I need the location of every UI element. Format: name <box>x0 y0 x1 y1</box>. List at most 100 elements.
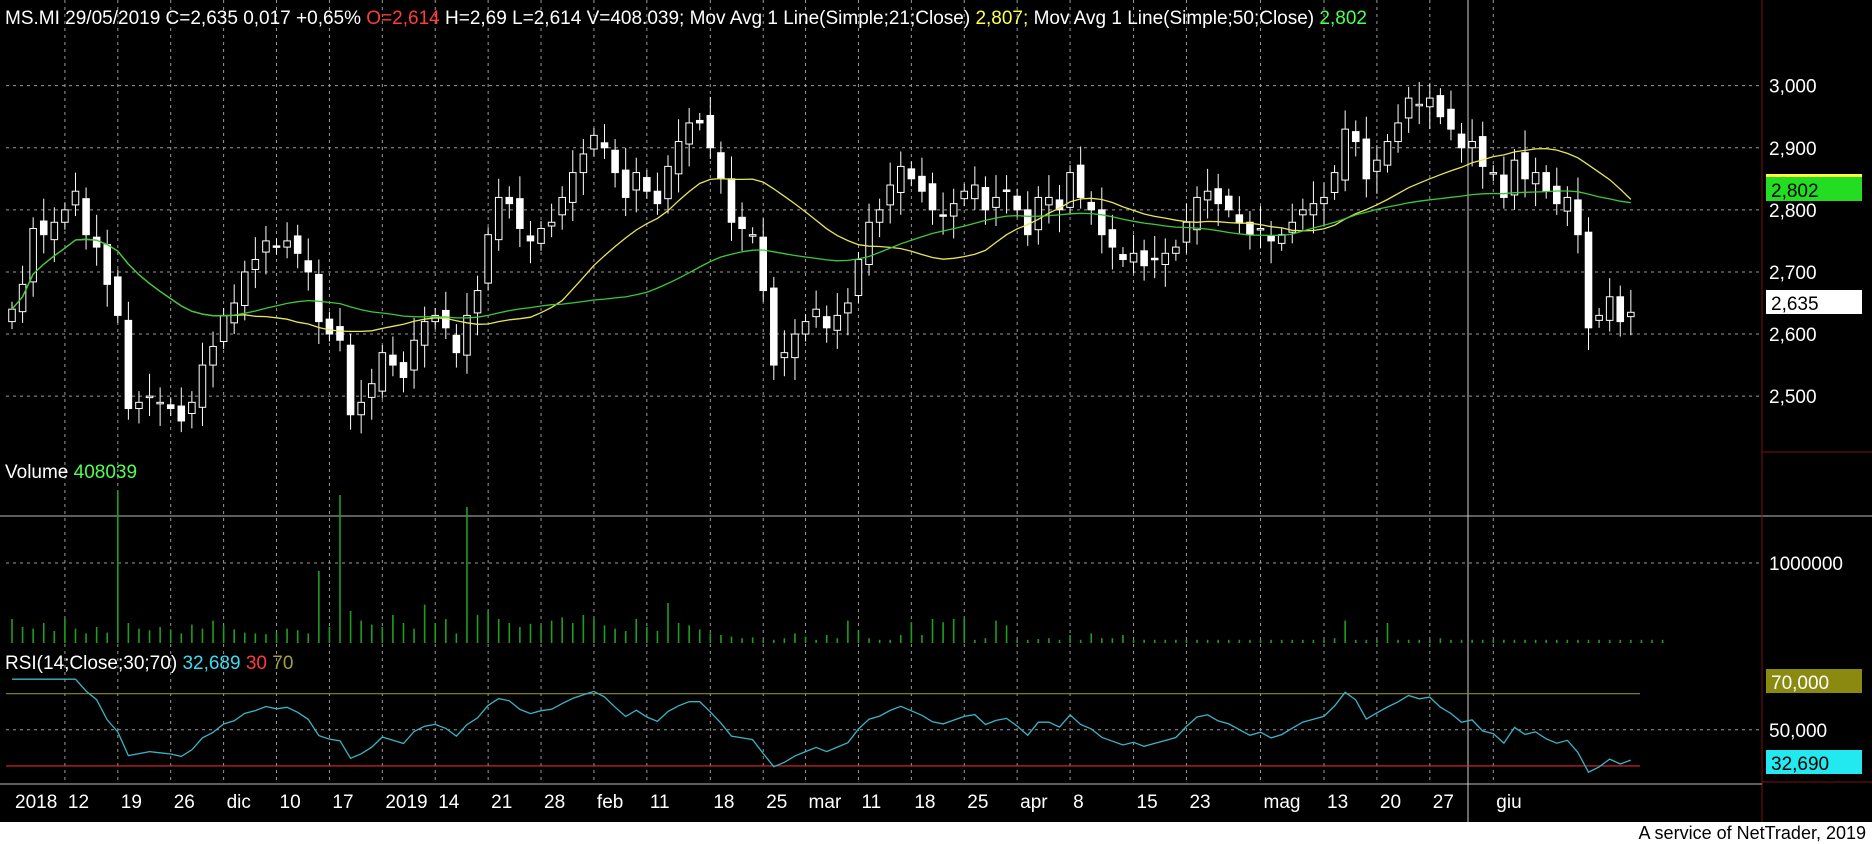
axis-labels: 2,500 2,600 2,700 2,800 2,900 3,000 1000000 50,… <box>15 77 1843 813</box>
rsi-low-level: 30 <box>246 653 267 674</box>
volume-last: 408039 <box>74 462 137 483</box>
x-tick-label: 17 <box>332 792 353 813</box>
candle-down <box>1478 136 1487 167</box>
candle-down <box>822 316 831 329</box>
candle-down <box>1552 185 1561 205</box>
footer-credit: A service of NetTrader, 2019 <box>1638 823 1866 843</box>
candle-down <box>389 354 397 366</box>
rsi-last: 32,689 <box>182 653 240 674</box>
candle-down <box>272 245 281 248</box>
candle-up <box>71 190 80 206</box>
candle-down <box>1436 95 1445 118</box>
volume-header: Volume 408039 <box>5 462 137 483</box>
x-tick-label: 18 <box>914 792 935 813</box>
candle-up <box>1373 159 1381 172</box>
candle-up <box>992 196 1000 208</box>
candle-down <box>304 260 313 273</box>
candle-up <box>844 302 852 314</box>
rsi-plot <box>6 678 1640 774</box>
candle-down <box>39 220 48 236</box>
x-tick-label: 27 <box>1433 792 1454 813</box>
candle-down <box>1214 188 1222 205</box>
ma50-tag: 2,802 <box>1766 174 1862 202</box>
candle-down <box>1119 254 1127 261</box>
candle-down <box>918 175 926 192</box>
candle-down <box>939 214 947 217</box>
volume-plot <box>11 491 1664 643</box>
grid <box>0 0 1872 822</box>
candle-up <box>971 184 979 200</box>
candle-up <box>780 352 789 359</box>
symbol: MS.MI <box>5 8 60 29</box>
ma50-tag-text: 2,802 <box>1771 181 1819 202</box>
candle-up <box>812 308 820 318</box>
candle-up <box>367 383 376 398</box>
candle-up <box>632 172 641 191</box>
x-tick-label: 28 <box>544 792 565 813</box>
candle-down <box>516 198 524 229</box>
candle-down <box>315 273 323 323</box>
candle-up <box>1172 246 1180 254</box>
footer: A service of NetTrader, 2019 <box>0 822 1872 844</box>
candle-up <box>949 203 958 217</box>
candle-up <box>590 134 598 150</box>
candle-down <box>1521 152 1529 180</box>
candle-up <box>1309 203 1318 216</box>
candle-up <box>61 209 69 223</box>
candle-up <box>484 234 492 284</box>
candle-down <box>166 404 175 410</box>
x-tick-label: 11 <box>650 792 670 813</box>
candle-down <box>92 236 101 248</box>
candle-up <box>1288 221 1297 233</box>
candle-up <box>8 308 16 323</box>
x-tick-label: 2018 <box>15 792 57 813</box>
x-tick-label: feb <box>597 792 623 813</box>
candle-down <box>1542 172 1550 192</box>
ma21-value: 2,807; <box>975 8 1028 29</box>
candle-down <box>1362 138 1371 180</box>
candle-up <box>579 153 588 174</box>
x-tick-label: giu <box>1496 792 1521 813</box>
candle-up <box>262 240 270 253</box>
last-price-tag: 2,635 <box>1766 290 1862 315</box>
candle-up <box>568 172 577 203</box>
candle-up <box>219 314 228 342</box>
candle-up <box>145 395 154 399</box>
candle-down <box>325 318 334 335</box>
candle-up <box>1341 128 1349 181</box>
candle-up <box>886 184 894 206</box>
candle-down <box>399 362 408 378</box>
price-tick-label: 2,600 <box>1769 325 1817 346</box>
rsi-high-level: 70 <box>272 653 293 674</box>
x-tick-label: 21 <box>491 792 512 813</box>
x-tick-label: 8 <box>1073 792 1084 813</box>
candle-down <box>1267 235 1275 242</box>
candle-up <box>664 165 672 200</box>
stock-chart: 2,500 2,600 2,700 2,800 2,900 3,000 1000000 50,… <box>0 0 1872 822</box>
candle-down <box>1140 250 1148 267</box>
candle-up <box>1415 103 1424 107</box>
candle-up <box>1299 209 1307 216</box>
candle-up <box>1066 172 1074 208</box>
ma21-line <box>11 147 1632 333</box>
x-tick-label: apr <box>1020 792 1048 813</box>
ma50-label: Mov Avg 1 Line(Simple;50;Close) <box>1034 8 1315 29</box>
price-tick-label: 2,900 <box>1769 139 1817 160</box>
candle-up <box>791 333 799 359</box>
candle-up <box>1256 227 1265 231</box>
candle-down <box>738 216 746 229</box>
price-header: MS.MI 29/05/2019 C=2,635 0,017 +0,65% O=… <box>5 8 1367 29</box>
candle-up <box>50 221 59 241</box>
candle-down <box>611 149 619 174</box>
candle-up <box>378 352 387 392</box>
candle-up <box>240 271 249 306</box>
candle-up <box>494 196 503 241</box>
x-tick-label: mar <box>809 792 842 813</box>
candle-down <box>1574 199 1582 236</box>
candle-up <box>420 321 429 346</box>
candle-down <box>1351 131 1360 143</box>
candle-down <box>643 177 651 192</box>
candle-up <box>1531 172 1540 185</box>
candle-down <box>600 142 609 149</box>
candle-down <box>653 190 662 205</box>
